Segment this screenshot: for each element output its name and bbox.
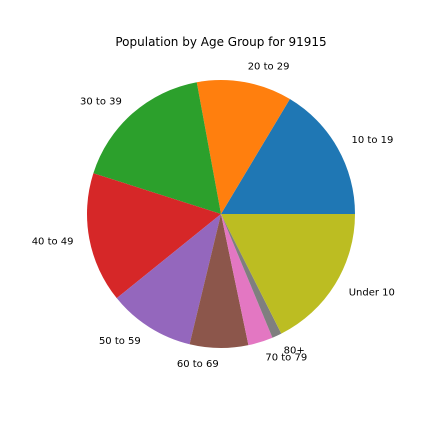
pie-slices (87, 79, 355, 349)
pie-labels: 10 to 19 20 to 29 30 to 39 40 to 49 50 to 59… (32, 61, 395, 370)
slice-label: 70 to 79 (265, 352, 307, 363)
slice-label: 50 to 59 (99, 336, 141, 347)
slice-label: Under 10 (349, 288, 395, 299)
slice-label: 10 to 19 (352, 135, 394, 146)
pie-slice-under-10 (221, 214, 355, 334)
pie-slice-30-to-39 (93, 82, 221, 215)
slice-label: 20 to 29 (248, 61, 290, 72)
slice-label: 60 to 69 (177, 359, 219, 370)
pie-slice-60-to-69 (189, 214, 249, 349)
pie-slice-10-to-19 (221, 99, 355, 214)
pie-slice-70-to-79 (221, 214, 273, 346)
pie-slice-20-to-29 (196, 79, 290, 215)
pie-slice-80 (221, 214, 282, 338)
chart-title: Population by Age Group for 91915 (115, 35, 326, 49)
pie-slice-40-to-49 (87, 173, 221, 299)
pie-slice-50-to-59 (116, 214, 221, 345)
slice-label: 40 to 49 (32, 237, 74, 248)
slice-label: 30 to 39 (80, 96, 122, 107)
slice-label: 80+ (284, 345, 305, 356)
